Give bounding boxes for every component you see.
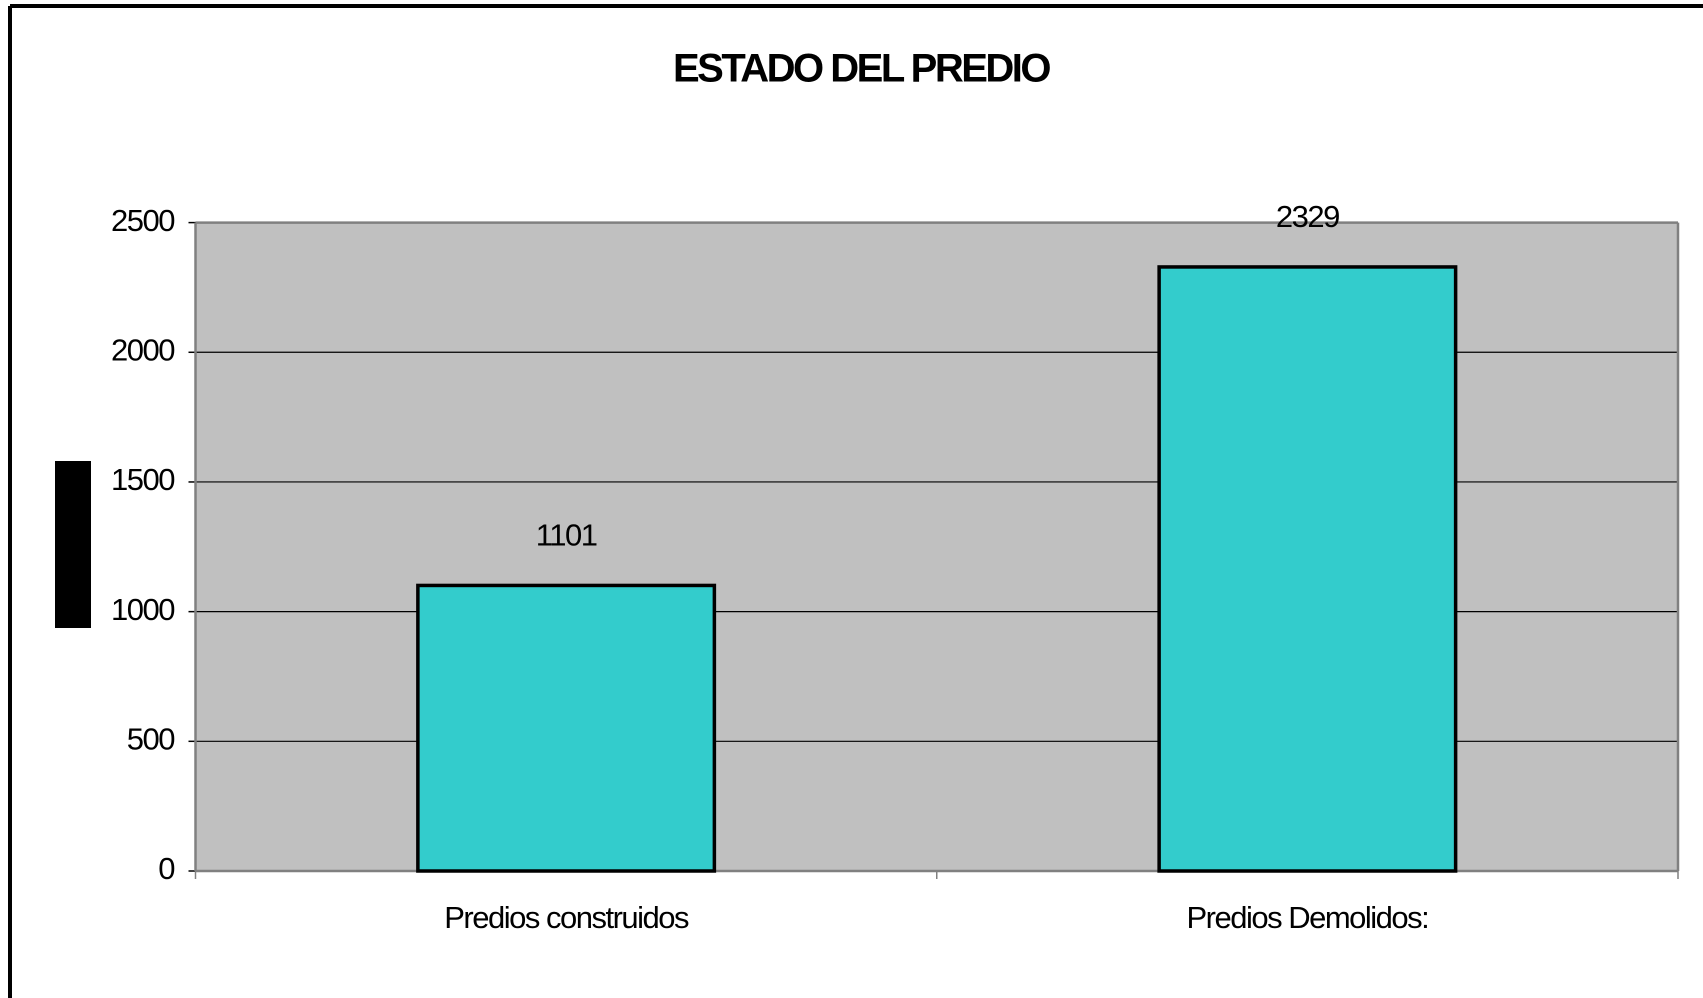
data-label: 2329 [1276, 199, 1339, 234]
data-label: 1101 [536, 518, 597, 553]
y-tick-label: 500 [127, 722, 175, 757]
x-tick-label: Predios construidos [444, 900, 689, 935]
y-tick-label: 1500 [111, 462, 175, 497]
y-tick-label: 1000 [111, 592, 175, 627]
y-tick-label: 2500 [111, 203, 175, 238]
bar [416, 583, 717, 873]
y-tick-label: 2000 [111, 332, 175, 367]
x-tick-label: Predios Demolidos: [1186, 900, 1428, 935]
bar [1157, 265, 1458, 873]
chart-title: ESTADO DEL PREDIO [673, 47, 1050, 91]
axis-label-block [55, 461, 91, 628]
y-tick-label: 0 [158, 851, 175, 886]
